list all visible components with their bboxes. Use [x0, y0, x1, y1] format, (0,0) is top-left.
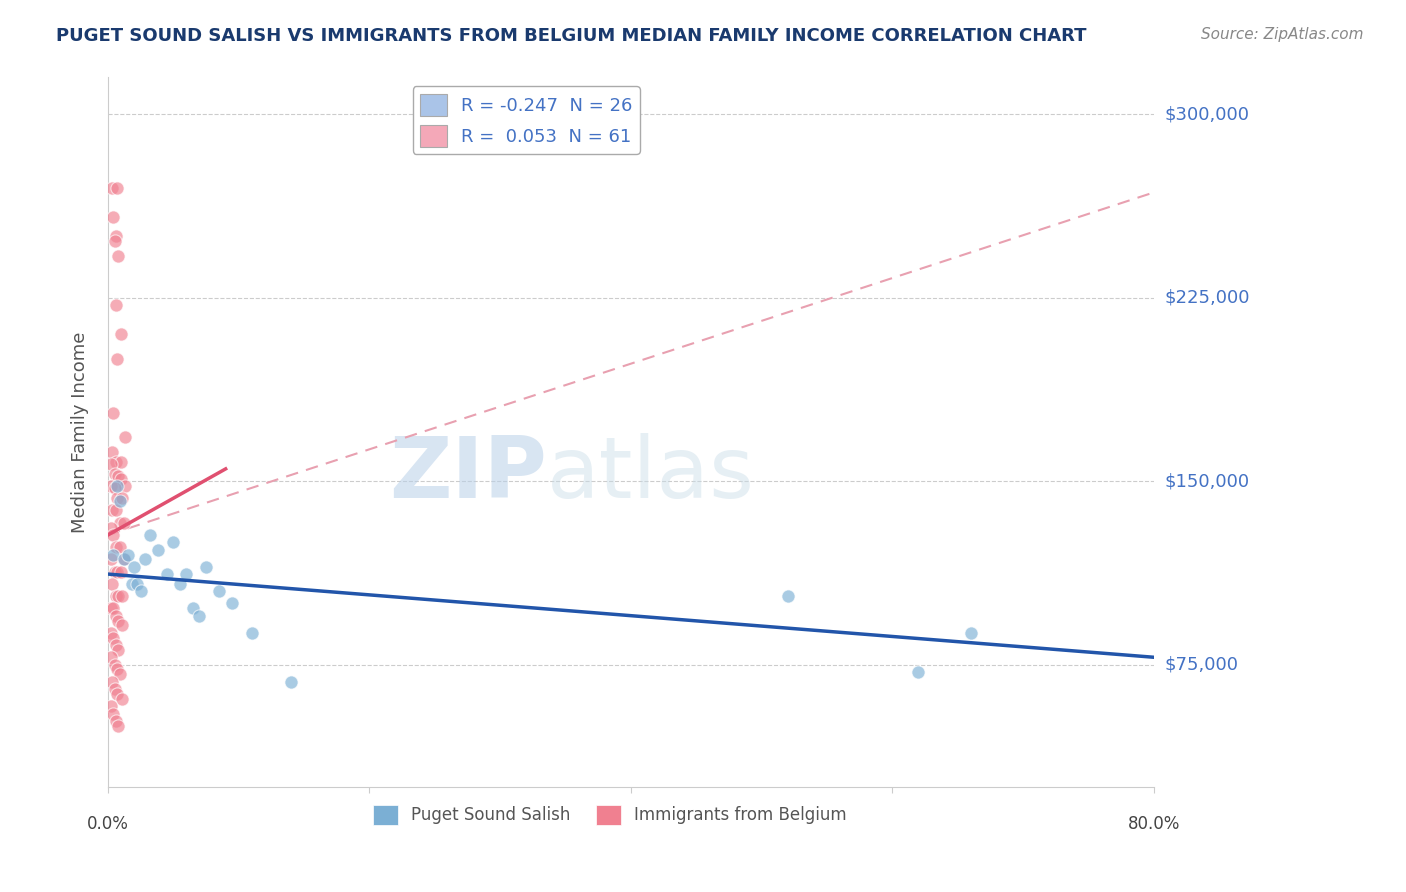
Point — [240, 625, 263, 640]
Point — [111, 589, 134, 603]
Point — [104, 503, 127, 517]
Point — [100, 479, 122, 493]
Point — [107, 614, 129, 628]
Point — [103, 565, 125, 579]
Point — [195, 559, 218, 574]
Point — [103, 406, 125, 420]
Point — [100, 552, 122, 566]
Point — [114, 430, 136, 444]
Point — [105, 491, 128, 506]
Point — [111, 491, 134, 506]
Point — [103, 601, 125, 615]
Point — [156, 567, 179, 582]
Point — [110, 327, 132, 342]
Point — [104, 454, 127, 468]
Point — [114, 479, 136, 493]
Text: $150,000: $150,000 — [1166, 472, 1250, 490]
Point — [221, 597, 243, 611]
Point — [146, 542, 169, 557]
Point — [103, 548, 125, 562]
Point — [103, 706, 125, 721]
Point — [907, 665, 929, 679]
Point — [111, 691, 134, 706]
Point — [110, 565, 132, 579]
Point — [104, 229, 127, 244]
Point — [108, 493, 131, 508]
Point — [100, 520, 122, 534]
Point — [104, 608, 127, 623]
Point — [104, 540, 127, 554]
Point — [129, 584, 152, 599]
Point — [104, 298, 127, 312]
Point — [959, 625, 981, 640]
Point — [108, 540, 131, 554]
Point — [103, 631, 125, 645]
Point — [162, 535, 184, 549]
Point — [117, 548, 139, 562]
Point — [110, 454, 132, 468]
Point — [107, 589, 129, 603]
Point — [169, 577, 191, 591]
Point — [188, 608, 211, 623]
Text: Source: ZipAtlas.com: Source: ZipAtlas.com — [1201, 27, 1364, 42]
Point — [107, 719, 129, 733]
Point — [776, 589, 799, 603]
Point — [107, 249, 129, 263]
Text: $225,000: $225,000 — [1166, 289, 1250, 307]
Point — [105, 565, 128, 579]
Point — [105, 180, 128, 194]
Point — [134, 552, 156, 566]
Point — [111, 618, 134, 632]
Point — [105, 663, 128, 677]
Point — [112, 516, 135, 530]
Point — [107, 469, 129, 483]
Text: 0.0%: 0.0% — [87, 815, 129, 833]
Point — [105, 479, 128, 493]
Point — [112, 552, 135, 566]
Text: $300,000: $300,000 — [1166, 105, 1250, 123]
Point — [100, 699, 122, 714]
Point — [100, 601, 122, 615]
Text: atlas: atlas — [547, 434, 755, 516]
Point — [101, 674, 124, 689]
Point — [101, 180, 124, 194]
Point — [103, 657, 125, 672]
Point — [208, 584, 231, 599]
Point — [103, 235, 125, 249]
Point — [100, 457, 122, 471]
Y-axis label: Median Family Income: Median Family Income — [72, 332, 89, 533]
Text: 80.0%: 80.0% — [1128, 815, 1180, 833]
Point — [103, 210, 125, 224]
Point — [104, 589, 127, 603]
Point — [105, 687, 128, 701]
Point — [110, 472, 132, 486]
Point — [104, 638, 127, 652]
Point — [100, 625, 122, 640]
Text: ZIP: ZIP — [389, 434, 547, 516]
Point — [101, 444, 124, 458]
Point — [107, 643, 129, 657]
Point — [139, 528, 162, 542]
Point — [101, 503, 124, 517]
Point — [108, 516, 131, 530]
Point — [105, 351, 128, 366]
Point — [103, 467, 125, 481]
Point — [122, 559, 145, 574]
Point — [103, 482, 125, 496]
Point — [101, 577, 124, 591]
Text: PUGET SOUND SALISH VS IMMIGRANTS FROM BELGIUM MEDIAN FAMILY INCOME CORRELATION C: PUGET SOUND SALISH VS IMMIGRANTS FROM BE… — [56, 27, 1087, 45]
Point — [103, 528, 125, 542]
Legend: Puget Sound Salish, Immigrants from Belgium: Puget Sound Salish, Immigrants from Belg… — [367, 798, 853, 832]
Point — [181, 601, 204, 615]
Point — [103, 681, 125, 696]
Text: $75,000: $75,000 — [1166, 656, 1239, 673]
Point — [104, 714, 127, 728]
Point — [125, 577, 148, 591]
Point — [176, 567, 198, 582]
Point — [121, 577, 143, 591]
Point — [108, 667, 131, 681]
Point — [280, 674, 302, 689]
Point — [112, 552, 135, 566]
Point — [100, 650, 122, 665]
